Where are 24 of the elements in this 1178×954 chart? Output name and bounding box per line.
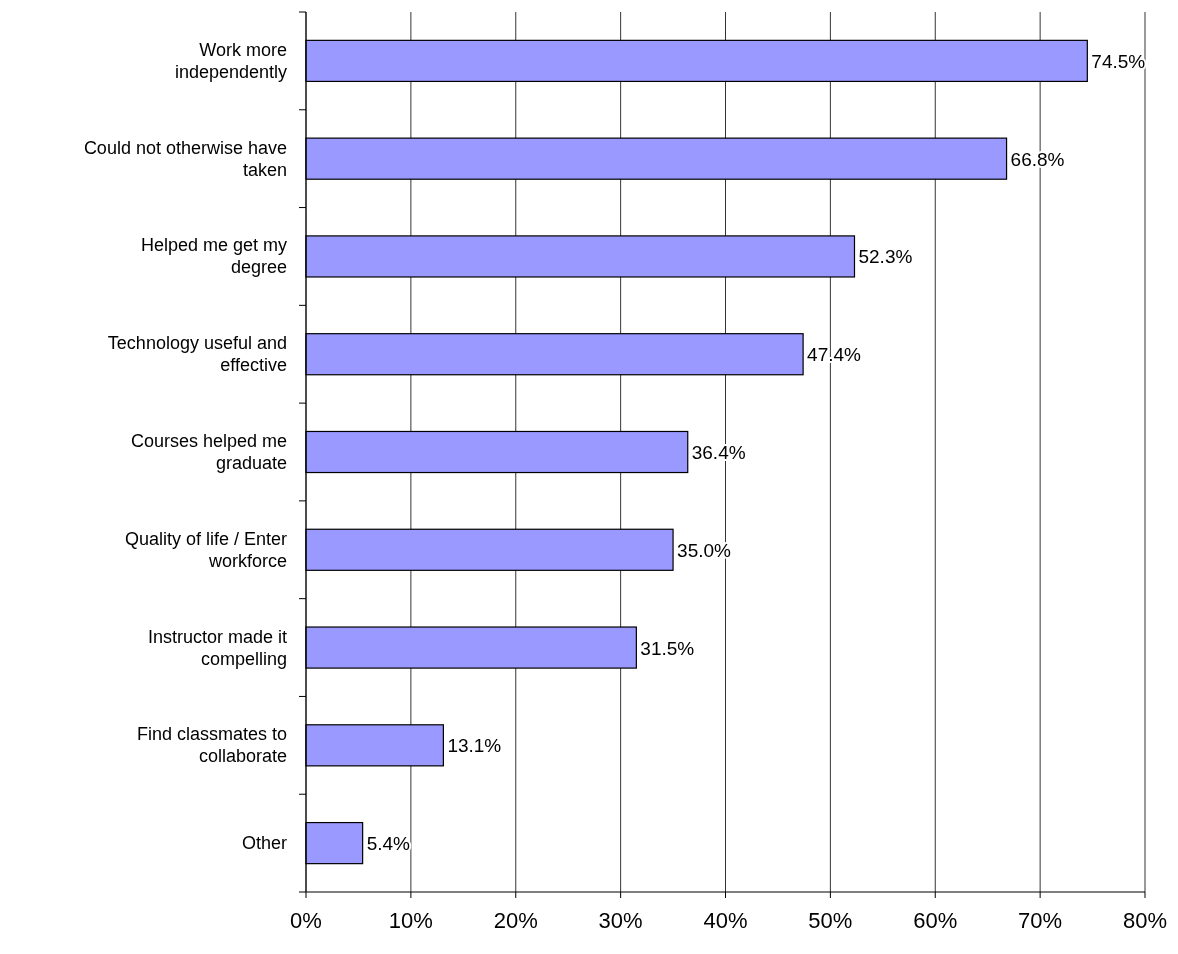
y-tick-label: Helped me get my degree	[140, 235, 287, 278]
x-tick-label: 70%	[1018, 908, 1063, 933]
data-label: 13.1%	[447, 735, 502, 757]
x-tick-label: 10%	[388, 908, 433, 933]
data-label: 74.5%	[1091, 50, 1146, 72]
y-tick-label: Other	[241, 833, 287, 854]
x-tick-label: 40%	[703, 908, 748, 933]
y-tick-label: Find classmates to collaborate	[136, 724, 287, 767]
data-label: 52.3%	[858, 246, 913, 268]
data-label: 31.5%	[640, 637, 695, 659]
y-tick-label: Could not otherwise have taken	[83, 137, 287, 180]
x-tick-label: 50%	[808, 908, 853, 933]
y-tick-label: Instructor made it compelling	[147, 626, 287, 669]
y-tick-label: Technology useful and effective	[107, 333, 287, 376]
y-tick-label: Quality of life / Enter workforce	[124, 528, 287, 571]
x-tick-label: 20%	[493, 908, 538, 933]
data-label: 5.4%	[366, 833, 411, 855]
y-tick-label: Work more independently	[174, 39, 287, 82]
y-tick-label: Courses helped me graduate	[130, 431, 287, 473]
x-tick-label: 0%	[290, 908, 322, 933]
x-tick-label: 80%	[1122, 908, 1168, 933]
data-label: 66.8%	[1010, 148, 1065, 170]
x-tick-label: 60%	[913, 908, 958, 933]
x-tick-label: 30%	[598, 908, 643, 933]
